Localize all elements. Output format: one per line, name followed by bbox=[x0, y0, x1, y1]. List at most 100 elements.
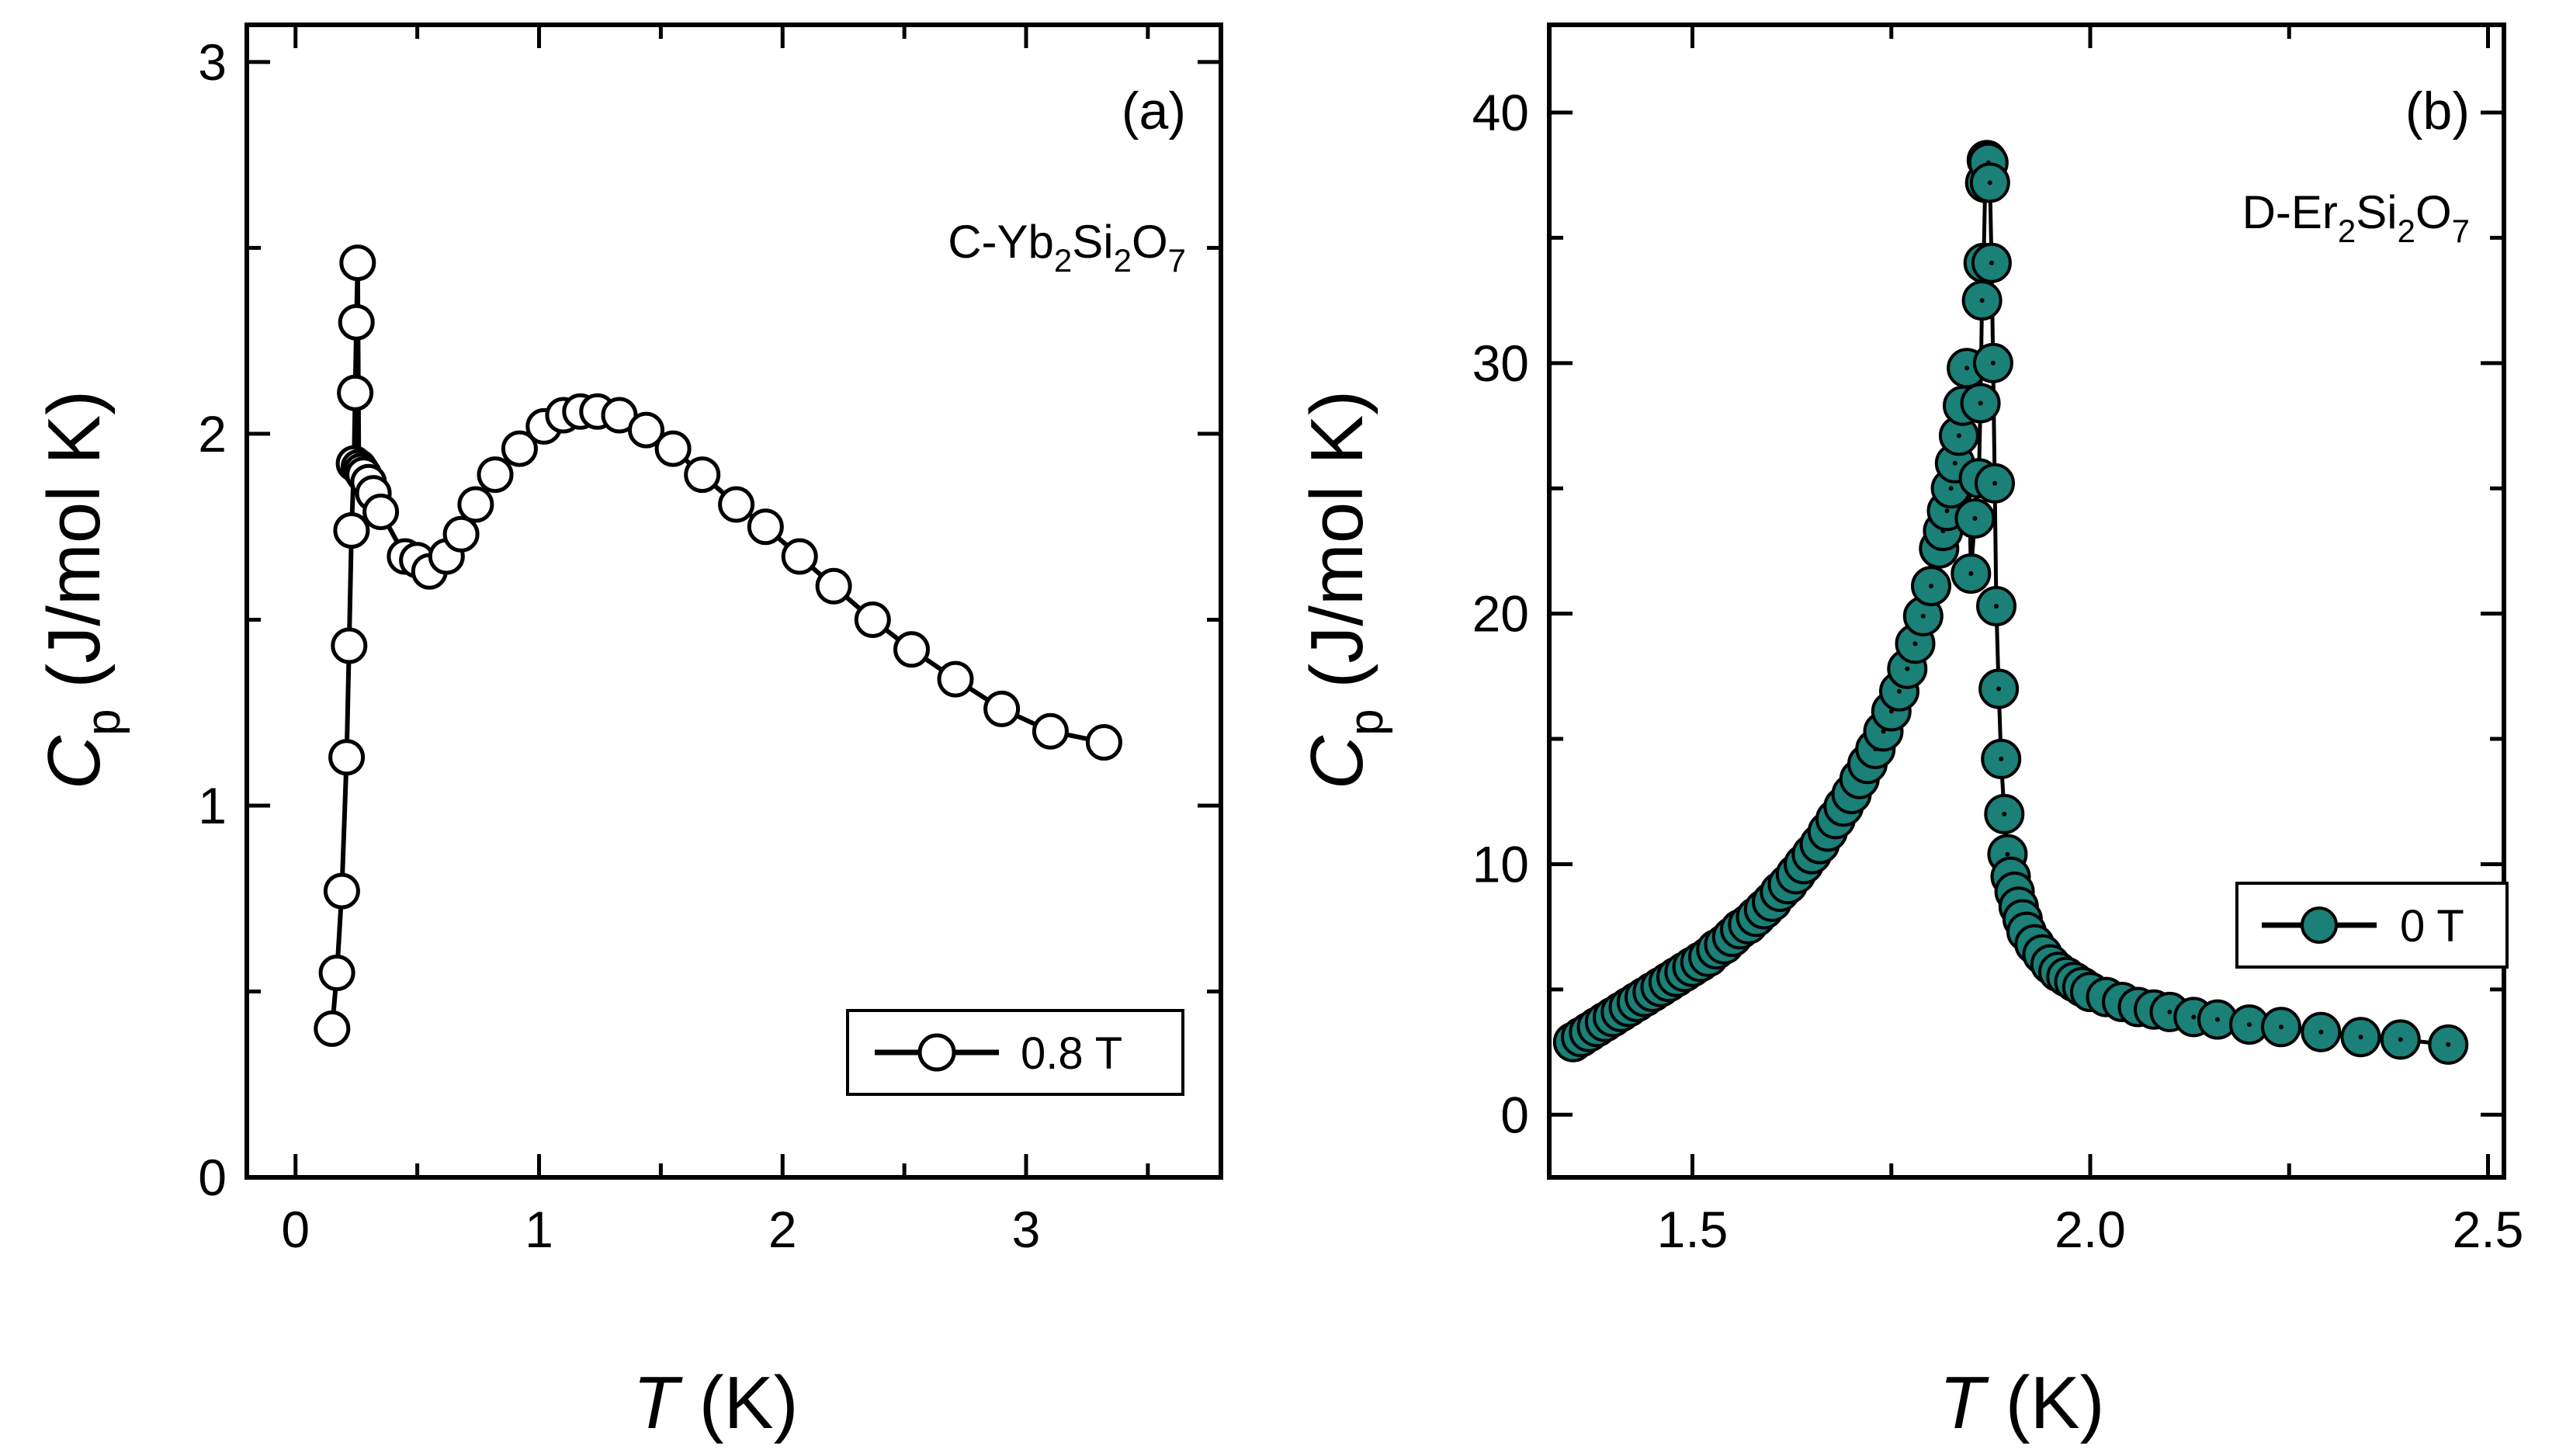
b-data-point-center bbox=[1912, 641, 1918, 647]
a-panel-label: (a) bbox=[1122, 81, 1186, 140]
b-data-point-center bbox=[1992, 480, 1997, 486]
a-data-point bbox=[815, 567, 852, 605]
a-legend-text: 0.8 T bbox=[1021, 1028, 1122, 1079]
b-axis-ticks: 1.5 2.0 2.5 0 10 20 30 40 bbox=[1472, 25, 2524, 1258]
a-data-point bbox=[477, 456, 514, 494]
b-legend-text: 0 T bbox=[2400, 901, 2464, 952]
b-y-tick-label: 30 bbox=[1472, 335, 1529, 392]
b-compound-sub3: 7 bbox=[2452, 213, 2470, 249]
a-data-point bbox=[457, 486, 494, 523]
b-compound-sub1: 2 bbox=[2338, 213, 2356, 249]
b-data-point-center bbox=[1952, 460, 1957, 466]
a-y-axis-sub: p bbox=[77, 709, 130, 735]
a-y-axis-var: C bbox=[33, 735, 116, 789]
b-data-point-center bbox=[1987, 180, 1992, 185]
plot-frame-b bbox=[1547, 23, 2506, 1180]
a-data-point bbox=[323, 872, 360, 910]
plot-frame-a bbox=[244, 23, 1223, 1180]
a-data-point bbox=[328, 739, 366, 776]
a-y-axis-label: Cp (J/mol K) bbox=[33, 390, 130, 789]
b-data-point-center bbox=[1990, 360, 1996, 366]
b-data-point-center bbox=[1968, 571, 1974, 576]
a-data-point bbox=[854, 601, 891, 638]
a-x-axis-unit: (K) bbox=[678, 1361, 799, 1444]
a-compound-sub1: 2 bbox=[1054, 242, 1072, 279]
a-data-point bbox=[937, 660, 974, 698]
b-x-tick-label: 2.0 bbox=[2055, 1201, 2126, 1258]
a-data-point bbox=[684, 456, 721, 494]
b-data-point-center bbox=[2318, 1029, 2324, 1035]
b-series-0t bbox=[1552, 140, 2469, 1065]
b-data-point-center bbox=[1972, 516, 1978, 521]
a-data-point bbox=[983, 690, 1021, 727]
a-compound-sub3: 7 bbox=[1168, 242, 1186, 279]
a-x-tick-label: 3 bbox=[1012, 1201, 1041, 1258]
a-x-tick-label: 0 bbox=[281, 1201, 310, 1258]
a-y-tick-label: 0 bbox=[198, 1149, 227, 1206]
a-legend: 0.8 T bbox=[846, 1009, 1184, 1096]
b-compound-mid: Si bbox=[2356, 186, 2397, 238]
b-data-point-center bbox=[1994, 604, 1999, 608]
a-data-point bbox=[338, 303, 375, 341]
a-x-tick-label: 1 bbox=[525, 1201, 553, 1258]
a-data-point bbox=[362, 494, 400, 530]
a-data-point bbox=[501, 430, 538, 467]
b-y-tick-label: 0 bbox=[1500, 1086, 1529, 1143]
b-data-point-center bbox=[1978, 400, 1983, 406]
b-y-axis-unit: (J/mol K) bbox=[1295, 390, 1378, 709]
a-data-point bbox=[339, 244, 376, 282]
b-data-point-center bbox=[1905, 666, 1910, 671]
a-data-point bbox=[893, 631, 930, 668]
b-data-point-center bbox=[1979, 298, 1985, 303]
b-data-point-center bbox=[1929, 584, 1933, 589]
a-data-point bbox=[1032, 712, 1069, 750]
b-data-point-center bbox=[1920, 613, 1926, 619]
a-y-axis-unit: (J/mol K) bbox=[33, 390, 116, 709]
b-data-point-center bbox=[1989, 260, 1994, 265]
b-data-point-center bbox=[2005, 851, 2010, 857]
a-data-point bbox=[718, 486, 755, 523]
b-data-point-center bbox=[1996, 686, 2002, 692]
a-compound-end: O bbox=[1132, 216, 1168, 268]
b-data-point-center bbox=[2215, 1017, 2220, 1022]
b-data-point-center bbox=[1999, 756, 2004, 761]
a-compound-mid: Si bbox=[1072, 216, 1113, 268]
a-data-point bbox=[654, 430, 692, 467]
b-data-point-center bbox=[2279, 1024, 2283, 1030]
a-data-point bbox=[333, 512, 370, 549]
a-compound-prefix: C-Yb bbox=[948, 216, 1054, 268]
b-compound-sub2: 2 bbox=[2398, 213, 2415, 249]
b-data-point-center bbox=[1944, 508, 1950, 514]
b-y-tick-label: 20 bbox=[1472, 585, 1529, 643]
a-y-tick-label: 1 bbox=[198, 777, 227, 834]
a-y-tick-label: 2 bbox=[198, 405, 227, 463]
a-compound-label: C-Yb2Si2O7 bbox=[948, 216, 1186, 279]
b-x-axis-var: T bbox=[1939, 1361, 1989, 1444]
b-data-point-center bbox=[1897, 688, 1902, 694]
a-compound-sub2: 2 bbox=[1114, 242, 1132, 279]
b-data-point-center bbox=[2358, 1035, 2363, 1040]
a-series-0-8t bbox=[314, 244, 1122, 1047]
b-data-point-center bbox=[2398, 1037, 2403, 1042]
a-data-point bbox=[314, 1010, 351, 1047]
b-y-tick-label: 40 bbox=[1472, 84, 1529, 141]
b-x-tick-label: 2.5 bbox=[2453, 1201, 2524, 1258]
b-compound-label: D-Er2Si2O7 bbox=[2242, 186, 2470, 249]
a-data-point bbox=[781, 538, 818, 575]
b-x-tick-label: 1.5 bbox=[1657, 1201, 1729, 1258]
b-y-tick-label: 10 bbox=[1472, 835, 1529, 893]
b-data-point-center bbox=[2247, 1022, 2252, 1028]
a-x-axis-var: T bbox=[633, 1361, 683, 1444]
a-data-point bbox=[628, 411, 664, 449]
a-axis-ticks: 0 1 2 3 0 1 2 3 bbox=[198, 25, 1221, 1258]
b-compound-prefix: D-Er bbox=[2242, 186, 2338, 238]
a-series-line bbox=[329, 262, 1105, 1029]
a-y-tick-label: 3 bbox=[198, 33, 227, 91]
a-data-point bbox=[442, 515, 480, 553]
a-x-tick-label: 2 bbox=[768, 1201, 797, 1258]
b-compound-end: O bbox=[2415, 186, 2452, 238]
a-legend-marker bbox=[917, 1033, 956, 1072]
